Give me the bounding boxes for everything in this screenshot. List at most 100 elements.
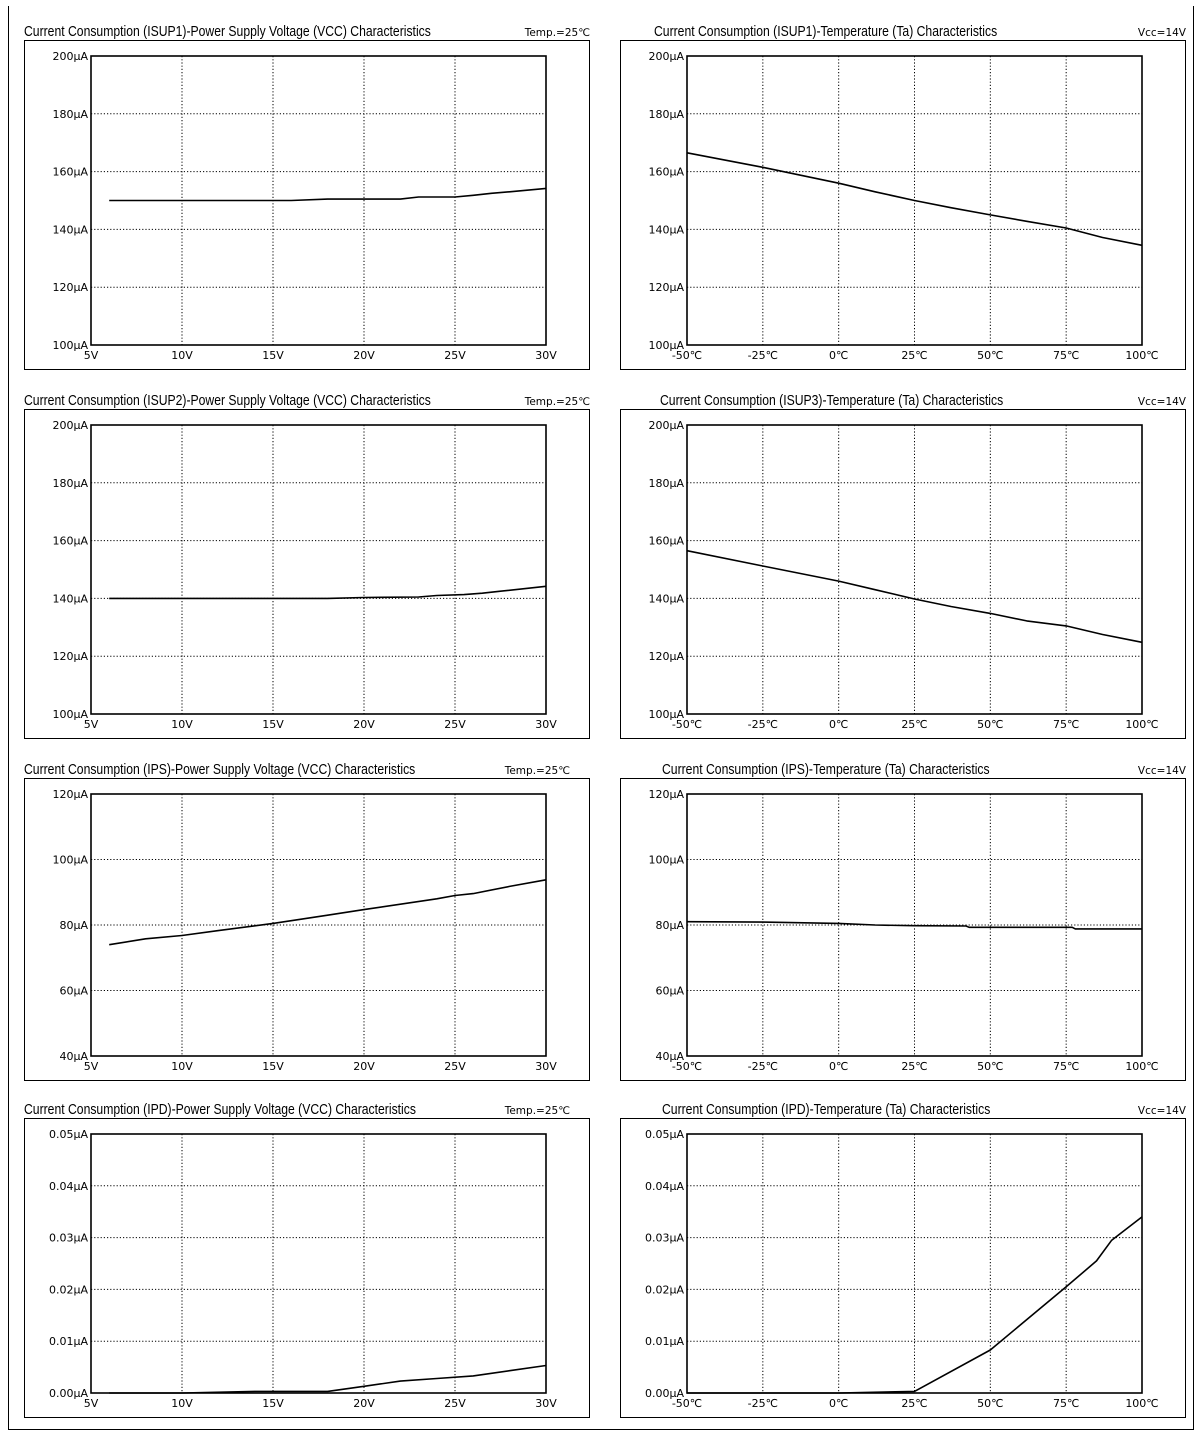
x-tick-label: 25℃: [901, 1397, 927, 1410]
x-tick-label: 10V: [171, 1060, 193, 1073]
x-tick-label: 50℃: [977, 349, 1003, 362]
x-tick-label: 15V: [262, 1397, 284, 1410]
x-tick-label: 10V: [171, 718, 193, 731]
chart-title: Current Consumption (IPS)-Power Supply V…: [24, 762, 416, 778]
x-tick-label: 5V: [84, 1397, 99, 1410]
chart-svg: -50℃ -25℃ 0℃ 25℃ 50℃ 75℃ 100℃ 100μA 120μA 140μA 16…: [620, 40, 1186, 370]
chart-panel-isup1-vcc: Current Consumption (ISUP1)-Power Supply…: [24, 24, 590, 370]
x-tick-label: 15V: [262, 1060, 284, 1073]
y-tick-label: 0.01μA: [645, 1335, 684, 1348]
chart-title: Current Consumption (ISUP1)-Power Supply…: [24, 24, 431, 40]
x-tick-label: 25V: [444, 1060, 466, 1073]
y-tick-label: 0.05μA: [645, 1128, 684, 1141]
chart-panel-ipd-vcc: Current Consumption (IPD)-Power Supply V…: [24, 1102, 590, 1418]
x-tick-label: 100℃: [1125, 349, 1158, 362]
chart-svg: -50℃ -25℃ 0℃ 25℃ 50℃ 75℃ 100℃ 40μA 60μA 80μA 100μA…: [620, 778, 1186, 1081]
x-tick-label: 0℃: [829, 1397, 848, 1410]
y-tick-label: 180μA: [52, 108, 88, 121]
chart-svg: 5V 10V 15V 20V 25V 30V 100μA 120μA 140μA 160μA 180…: [24, 409, 590, 739]
chart-title: Current Consumption (IPD)-Temperature (T…: [662, 1102, 991, 1118]
chart-panel-ips-ta: Current Consumption (IPS)-Temperature (T…: [620, 762, 1186, 1081]
chart-condition: Temp.=25℃: [504, 765, 570, 777]
series-line: [109, 187, 547, 202]
y-tick-label: 200μA: [648, 50, 684, 63]
y-tick-label: 0.05μA: [49, 1128, 88, 1141]
x-tick-label: -50℃: [672, 1397, 702, 1410]
x-tick-label: 30V: [535, 1060, 557, 1073]
chart-panel-isup1-ta: Current Consumption (ISUP1)-Temperature …: [620, 24, 1186, 370]
x-tick-label: 25℃: [901, 349, 927, 362]
y-tick-label: 100μA: [648, 854, 684, 867]
series-line: [109, 1364, 547, 1394]
x-tick-label: 10V: [171, 349, 193, 362]
y-tick-label: 120μA: [648, 650, 684, 663]
x-tick-label: 30V: [535, 718, 557, 731]
y-tick-label: 140μA: [52, 592, 88, 605]
x-tick-label: 100℃: [1125, 718, 1158, 731]
chart-panel-isup2-vcc: Current Consumption (ISUP2)-Power Supply…: [24, 393, 590, 739]
y-tick-label: 140μA: [52, 223, 88, 236]
y-tick-label: 100μA: [648, 339, 684, 352]
x-tick-label: 25V: [444, 1397, 466, 1410]
chart-condition: Vcc=14V: [1137, 396, 1186, 408]
x-tick-label: 50℃: [977, 1397, 1003, 1410]
x-tick-label: 5V: [84, 1060, 99, 1073]
x-tick-label: 10V: [171, 1397, 193, 1410]
y-tick-label: 120μA: [648, 281, 684, 294]
y-tick-label: 180μA: [648, 108, 684, 121]
plot-area: [90, 424, 547, 715]
y-tick-label: 140μA: [648, 592, 684, 605]
x-tick-label: 5V: [84, 718, 99, 731]
x-tick-label: 20V: [353, 1060, 375, 1073]
y-tick-label: 160μA: [52, 535, 88, 548]
y-tick-label: 200μA: [52, 419, 88, 432]
y-tick-label: 60μA: [655, 985, 684, 998]
y-tick-label: 0.00μA: [645, 1387, 684, 1400]
y-tick-label: 180μA: [52, 477, 88, 490]
y-tick-label: 120μA: [52, 650, 88, 663]
x-tick-label: 100℃: [1125, 1397, 1158, 1410]
y-tick-label: 0.03μA: [645, 1232, 684, 1245]
x-tick-label: 0℃: [829, 349, 848, 362]
y-tick-label: 200μA: [648, 419, 684, 432]
y-tick-label: 140μA: [648, 223, 684, 236]
x-tick-label: 20V: [353, 349, 375, 362]
x-tick-label: 15V: [262, 718, 284, 731]
y-tick-label: 200μA: [52, 50, 88, 63]
plot-area: [90, 1133, 547, 1394]
chart-panel-isup3-ta: Current Consumption (ISUP3)-Temperature …: [620, 393, 1186, 739]
series-line: [109, 585, 547, 600]
y-tick-label: 0.04μA: [645, 1180, 684, 1193]
x-tick-label: 30V: [535, 1397, 557, 1410]
x-tick-label: 100℃: [1125, 1060, 1158, 1073]
chart-frame: [24, 1118, 590, 1418]
y-tick-label: 0.02μA: [645, 1283, 684, 1296]
x-tick-label: 0℃: [829, 1060, 848, 1073]
chart-title: Current Consumption (IPD)-Power Supply V…: [24, 1102, 416, 1118]
x-tick-label: 75℃: [1053, 718, 1079, 731]
plot-area: [686, 1133, 1143, 1394]
x-tick-label: -50℃: [672, 349, 702, 362]
page-frame: [8, 6, 1194, 1430]
x-tick-label: 25V: [444, 718, 466, 731]
plot-area: [90, 55, 547, 346]
x-tick-label: 5V: [84, 349, 99, 362]
y-tick-label: 120μA: [52, 788, 88, 801]
x-tick-label: 25℃: [901, 1060, 927, 1073]
chart-condition: Vcc=14V: [1137, 765, 1186, 777]
chart-frame: [620, 409, 1186, 739]
series-line: [687, 1216, 1143, 1394]
y-tick-label: 0.02μA: [49, 1283, 88, 1296]
chart-frame: [24, 40, 590, 370]
y-tick-label: 40μA: [59, 1050, 88, 1063]
series-line: [686, 920, 1142, 930]
plot-area: [90, 793, 547, 1057]
chart-svg: -50℃ -25℃ 0℃ 25℃ 50℃ 75℃ 100℃ 100μA 120μA 140μA 16…: [620, 409, 1186, 739]
y-tick-label: 0.03μA: [49, 1232, 88, 1245]
chart-frame: [620, 1118, 1186, 1418]
y-tick-label: 80μA: [59, 919, 88, 932]
x-tick-label: -25℃: [748, 1397, 778, 1410]
chart-condition: Temp.=25℃: [524, 396, 590, 408]
chart-panel-ips-vcc: Current Consumption (IPS)-Power Supply V…: [24, 762, 590, 1081]
chart-title: Current Consumption (ISUP1)-Temperature …: [654, 24, 998, 40]
